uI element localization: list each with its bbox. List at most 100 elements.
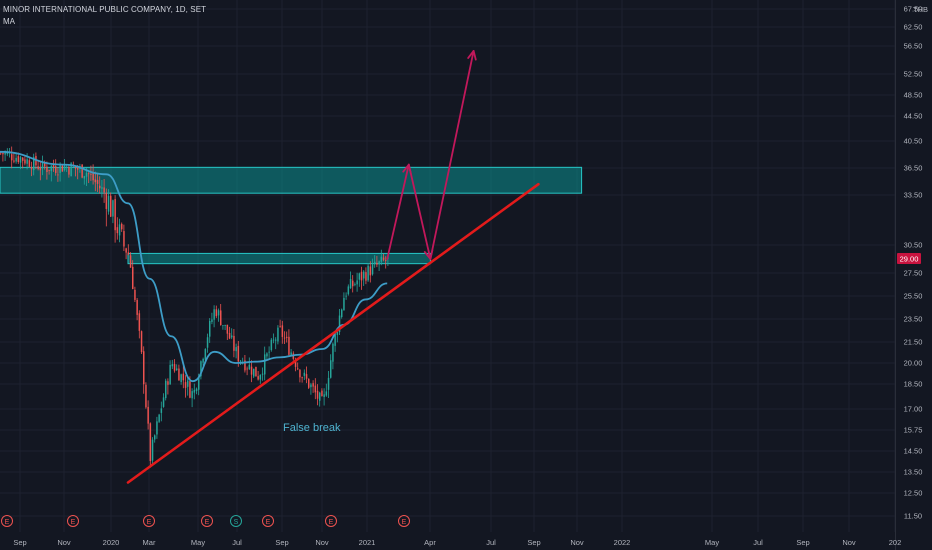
candle-body — [352, 280, 354, 287]
candle-body — [371, 264, 374, 275]
y-tick-label: 62.50 — [904, 23, 923, 32]
candle-body — [171, 364, 174, 367]
projection-layer — [386, 50, 477, 260]
x-tick-label: Jul — [486, 538, 496, 547]
candle-body — [96, 180, 99, 184]
x-tick-label: Apr — [424, 538, 436, 547]
candle-body — [334, 334, 336, 346]
candle-body — [37, 166, 39, 170]
candle-body — [61, 165, 64, 172]
moving-average-line — [0, 150, 388, 383]
y-tick-label: 27.50 — [904, 269, 923, 278]
resistance-zone — [127, 252, 431, 265]
candle-body — [121, 223, 123, 230]
y-tick-label: 18.50 — [904, 380, 923, 389]
candle-body — [248, 364, 251, 370]
earnings-marker — [398, 515, 410, 527]
candle-body — [136, 299, 138, 315]
candle-body — [215, 309, 218, 317]
candle-body — [200, 361, 202, 377]
x-tick-label: Jul — [753, 538, 763, 547]
x-tick-label: Nov — [570, 538, 584, 547]
y-tick-label: 36.50 — [904, 164, 923, 173]
zones-layer — [0, 166, 583, 265]
candle-body — [264, 354, 266, 375]
candle-body — [217, 310, 220, 316]
candle-body — [66, 166, 68, 168]
candle-body — [338, 315, 341, 332]
candle-body — [349, 278, 352, 289]
candle-body — [26, 159, 28, 164]
candle-body — [176, 368, 178, 371]
currency-label: THB — [913, 5, 928, 14]
earnings-marker-label: S — [234, 519, 239, 526]
earnings-marker-label: E — [402, 519, 407, 526]
candle-body — [50, 165, 53, 172]
y-tick-label: 44.50 — [904, 112, 923, 121]
candle-body — [250, 366, 253, 375]
candle-body — [308, 378, 310, 388]
trendline-layer — [126, 182, 540, 484]
candle-body — [376, 262, 378, 265]
candle-body — [145, 384, 147, 408]
candle-body — [173, 364, 176, 371]
candle-body — [0, 152, 2, 154]
candle-body — [46, 166, 48, 172]
candle-body — [281, 325, 284, 337]
candle-body — [198, 377, 200, 390]
candle-body — [112, 200, 114, 217]
candle-body — [253, 368, 255, 377]
candle-body — [378, 261, 380, 265]
candle-body — [70, 163, 72, 177]
candle-body — [257, 376, 259, 380]
candle-body — [356, 280, 358, 285]
candle-body — [305, 374, 308, 379]
candle-body — [107, 195, 110, 212]
candle-body — [294, 360, 297, 367]
price-axis: 67.50 62.50 56.50 52.50 48.50 44.50 40.50 36.50… — [904, 5, 923, 521]
candle-body — [116, 227, 119, 234]
candle-body — [140, 331, 143, 353]
x-tick-label: 202 — [889, 538, 902, 547]
x-tick-label: 2021 — [359, 538, 376, 547]
candle-body — [211, 319, 213, 322]
support-trendline — [126, 182, 540, 484]
candle-body — [261, 373, 264, 375]
candle-body — [283, 337, 286, 339]
candle-body — [323, 394, 325, 398]
candle-body — [160, 408, 163, 413]
candle-body — [266, 353, 268, 357]
candle-body — [28, 160, 31, 167]
candle-body — [11, 154, 13, 161]
candle-body — [226, 324, 229, 334]
candle-body — [48, 169, 50, 171]
x-tick-label: Sep — [527, 538, 540, 547]
candle-body — [270, 339, 273, 351]
chart-title: MINOR INTERNATIONAL PUBLIC COMPANY, 1D, … — [3, 5, 207, 14]
candle-body — [341, 309, 343, 318]
y-tick-label: 23.50 — [904, 315, 923, 324]
candle-body — [132, 266, 134, 289]
candle-body — [209, 321, 211, 337]
candle-body — [55, 166, 57, 173]
y-tick-label: 17.00 — [904, 405, 923, 414]
candle-body — [94, 179, 97, 183]
candle-body — [314, 385, 317, 393]
candle-body — [59, 163, 61, 173]
candle-body — [167, 381, 169, 385]
candle-body — [380, 256, 383, 262]
candle-body — [114, 199, 116, 231]
candle-body — [224, 324, 226, 326]
candle-body — [88, 173, 90, 175]
candle-body — [336, 332, 339, 335]
candle-body — [143, 351, 145, 385]
x-tick-label: Nov — [57, 538, 71, 547]
earnings-marker — [262, 515, 274, 527]
candle-body — [255, 366, 257, 377]
candle-body — [360, 271, 363, 281]
earnings-marker-label: E — [205, 519, 210, 526]
earnings-marker — [143, 515, 155, 527]
candle-body — [330, 360, 332, 378]
candle-body — [347, 286, 350, 295]
